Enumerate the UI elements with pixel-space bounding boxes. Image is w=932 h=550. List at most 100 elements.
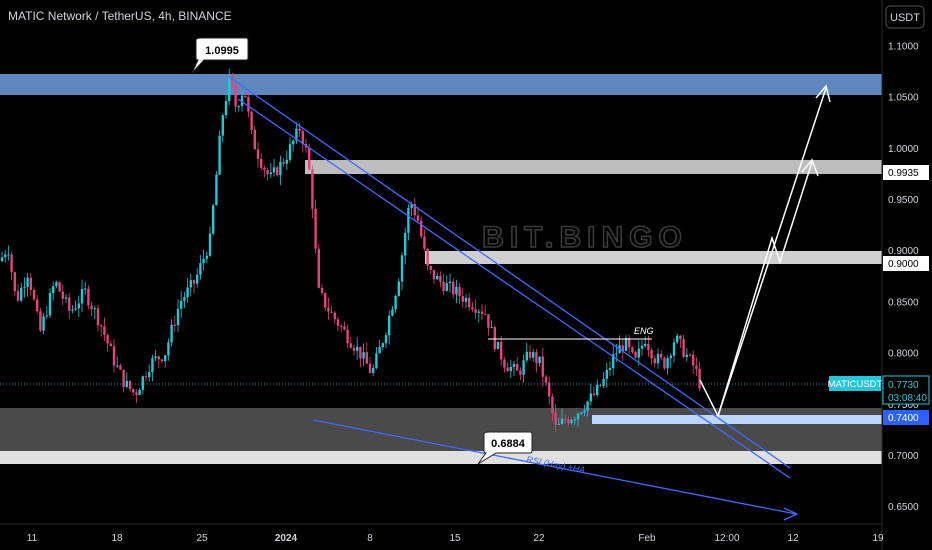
candle-body bbox=[16, 291, 20, 301]
candle-body bbox=[429, 265, 432, 270]
zone-support-074 bbox=[592, 415, 882, 424]
candle-body bbox=[122, 369, 125, 387]
candle-body bbox=[432, 269, 436, 280]
candle-body bbox=[208, 233, 212, 256]
candle-body bbox=[452, 281, 455, 295]
candle-body bbox=[80, 289, 84, 304]
candle-body bbox=[413, 204, 416, 216]
candle-body bbox=[394, 295, 397, 310]
candle-body bbox=[32, 289, 36, 300]
candle-body bbox=[336, 319, 340, 326]
candle-body bbox=[580, 412, 583, 414]
candle-body bbox=[29, 277, 32, 290]
candle-body bbox=[391, 309, 394, 316]
candle-body bbox=[324, 292, 327, 308]
x-tick-label: 11 bbox=[27, 533, 38, 544]
candle-body bbox=[688, 354, 692, 356]
candle-body bbox=[573, 419, 576, 421]
candle-body bbox=[93, 308, 96, 310]
y-tick-label: 0.9000 bbox=[888, 246, 919, 257]
candle-body bbox=[61, 291, 64, 299]
candle-body bbox=[669, 355, 672, 359]
candle-body bbox=[519, 370, 522, 375]
level-badge-09000-text: 0.9000 bbox=[888, 259, 919, 270]
candle-body bbox=[368, 363, 372, 373]
candle-body bbox=[631, 347, 634, 352]
candle-body bbox=[461, 296, 464, 302]
candle-body bbox=[506, 367, 509, 372]
zone-resistance-top bbox=[0, 74, 882, 95]
zone-resistance-090 bbox=[425, 251, 882, 264]
candle-body bbox=[637, 348, 640, 358]
candle-body bbox=[135, 392, 138, 396]
candle-body bbox=[237, 106, 240, 108]
x-tick-label: 19 bbox=[872, 533, 884, 544]
candle-body bbox=[509, 366, 512, 372]
candle-body bbox=[42, 316, 45, 331]
candle-body bbox=[317, 248, 320, 288]
candle-body bbox=[672, 342, 676, 356]
candle-body bbox=[58, 282, 61, 292]
trendline-bottom bbox=[312, 419, 797, 515]
candle-body bbox=[692, 354, 695, 366]
candle-body bbox=[653, 358, 656, 364]
candle-body bbox=[458, 286, 461, 297]
candle-body bbox=[583, 410, 586, 413]
candle-body bbox=[685, 354, 688, 358]
candle-body bbox=[260, 158, 263, 168]
candle-body bbox=[343, 326, 346, 330]
candle-body bbox=[448, 281, 452, 284]
level-badge-09000: 0.9000 bbox=[883, 256, 929, 271]
candle-body bbox=[170, 324, 173, 343]
candles bbox=[0, 68, 701, 433]
candle-body bbox=[128, 380, 132, 389]
projection-arrowhead-2 bbox=[815, 84, 831, 103]
candle-body bbox=[608, 367, 612, 370]
x-tick-label: 22 bbox=[533, 533, 545, 544]
candle-body bbox=[256, 149, 260, 159]
candle-body bbox=[36, 299, 39, 312]
candle-body bbox=[71, 309, 74, 311]
candle-body bbox=[362, 352, 365, 359]
candle-body bbox=[445, 283, 448, 291]
y-tick-label: 0.8000 bbox=[888, 349, 919, 360]
candle-body bbox=[564, 418, 567, 420]
candle-body bbox=[292, 140, 295, 145]
eng-label: ENG bbox=[634, 326, 654, 336]
candle-body bbox=[279, 161, 282, 176]
candle-body bbox=[477, 311, 480, 313]
candle-body bbox=[541, 356, 544, 377]
candle-body bbox=[372, 367, 375, 373]
candle-body bbox=[455, 286, 458, 295]
candle-body bbox=[407, 208, 410, 233]
candle-body bbox=[13, 272, 16, 292]
support-badge: 0.7400 bbox=[883, 410, 929, 425]
candle-body bbox=[599, 384, 602, 386]
low-callout: 0.6884 bbox=[477, 431, 533, 465]
candle-body bbox=[426, 248, 429, 266]
candle-body bbox=[7, 254, 10, 256]
price-axis[interactable]: 1.1000 1.0500 1.0000 0.9500 0.9000 0.8500 0.80… bbox=[888, 42, 919, 514]
candle-body bbox=[682, 339, 685, 358]
x-tick-label: 15 bbox=[449, 533, 461, 544]
x-tick-label: 2024 bbox=[275, 533, 298, 544]
candle-body bbox=[442, 281, 445, 291]
y-tick-label: 1.0500 bbox=[888, 93, 919, 104]
candle-body bbox=[84, 288, 87, 290]
candle-body bbox=[615, 353, 618, 355]
candle-body bbox=[189, 280, 192, 288]
time-axis[interactable]: 11 18 25 2024 8 15 22 Feb 12:00 12 19 bbox=[27, 533, 884, 544]
candle-body bbox=[26, 277, 29, 287]
support-badge-text: 0.7400 bbox=[888, 413, 919, 424]
candle-body bbox=[535, 352, 538, 364]
candle-body bbox=[167, 342, 170, 356]
candle-body bbox=[602, 378, 605, 386]
candle-body bbox=[525, 351, 528, 361]
candle-body bbox=[596, 384, 599, 396]
y-tick-label: 0.8500 bbox=[888, 297, 919, 308]
currency-button[interactable]: USDT bbox=[885, 5, 925, 29]
candle-body bbox=[327, 307, 330, 312]
x-tick-label: 12:00 bbox=[714, 533, 739, 544]
candle-body bbox=[468, 297, 471, 308]
